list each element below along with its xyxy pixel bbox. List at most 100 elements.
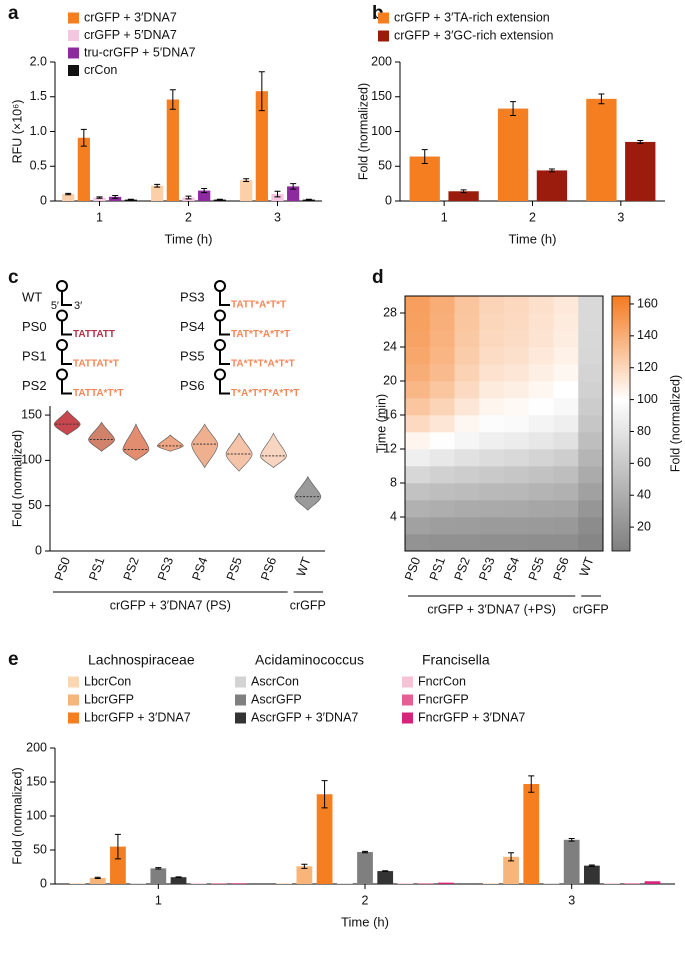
error-bar: [155, 867, 162, 870]
x-tick-label: PS0: [52, 555, 73, 582]
legend-label: LbcrCon: [84, 674, 131, 688]
heatmap-cell: [429, 466, 455, 484]
error-bar: [290, 183, 297, 190]
bar: [644, 881, 661, 884]
heatmap-cell: [454, 483, 480, 501]
bar: [583, 865, 600, 884]
heatmap-cell: [454, 517, 480, 535]
y-tick-label: 100: [21, 453, 42, 467]
x-tick-label: PS4: [501, 555, 522, 582]
heatmap-cell: [578, 347, 604, 365]
construct-sequence: TATTATT: [73, 329, 115, 340]
colorbar-tick-label: 20: [637, 519, 651, 533]
violin: [225, 432, 253, 472]
heatmap-cell: [405, 330, 431, 348]
legend-swatch: [378, 30, 389, 42]
heatmap-cell: [504, 483, 530, 501]
legend-swatch: [235, 712, 246, 724]
heatmap-cell: [528, 449, 554, 467]
bar: [151, 185, 164, 201]
heatmap-cell: [578, 398, 604, 416]
heatmap-cell: [429, 432, 455, 450]
heatmap-cell: [578, 330, 604, 348]
heatmap-cell: [528, 330, 554, 348]
legend-swatch: [378, 12, 389, 24]
bar: [231, 883, 248, 884]
heatmap-cell: [429, 517, 455, 535]
legend-swatch: [235, 694, 246, 706]
y-tick-label: 20: [383, 373, 397, 387]
heatmap-cell: [405, 313, 431, 331]
colorbar-tick-label: 100: [637, 392, 658, 406]
error-bar: [548, 168, 555, 173]
heatmap-cell: [504, 500, 530, 518]
error-bar: [274, 190, 281, 198]
bar: [625, 141, 656, 201]
heatmap-cell: [578, 449, 604, 467]
x-tick-label: PS6: [551, 555, 572, 582]
bar: [586, 98, 617, 201]
legend-label: crGFP + 3′GC-rich extension: [394, 28, 554, 42]
y-axis-label: Time (min): [374, 394, 388, 453]
construct-sequence: TAT*T*A*T*T: [231, 329, 290, 340]
y-tick-label: 200: [26, 740, 47, 754]
violin: [88, 421, 115, 452]
bar: [497, 108, 529, 201]
heatmap-cell: [429, 449, 455, 467]
panel-letter: d: [372, 267, 384, 288]
y-tick-label: 0: [40, 193, 47, 207]
heatmap-cell: [504, 449, 530, 467]
y-tick-label: 50: [378, 159, 392, 173]
heatmap-cell: [553, 466, 579, 484]
legend-label: AscrCon: [251, 674, 299, 688]
heatmap-cell: [405, 415, 431, 433]
bar: [316, 794, 333, 884]
error-bar: [65, 192, 72, 196]
group-label: crGFP + 3′DNA7 (PS): [110, 598, 231, 612]
error-bar: [80, 128, 87, 147]
heatmap-cell: [454, 500, 480, 518]
construct-sequence: TA*T*T*A*T*T: [231, 359, 295, 370]
construct-sequence: T*A*T*T*A*T*T: [231, 388, 299, 399]
legend-label: AscrGFP + 3′DNA7: [251, 710, 358, 724]
y-tick-label: 0: [40, 876, 47, 890]
error-bar: [114, 833, 121, 860]
heatmap-cell: [528, 347, 554, 365]
error-bar: [305, 198, 312, 201]
legend-label: crGFP + 5′DNA7: [84, 28, 177, 42]
violin: [156, 434, 184, 452]
panel-letter: b: [372, 3, 384, 24]
legend-label: crGFP + 3′DNA7: [84, 10, 177, 24]
stem-loop: [219, 379, 230, 395]
heatmap-cell: [479, 330, 505, 348]
heatmap-cell: [504, 466, 530, 484]
x-tick-label: PS2: [452, 555, 473, 582]
x-axis-label: Time (h): [341, 914, 389, 929]
y-axis-label: Fold (normalized): [356, 83, 370, 180]
y-tick-label: 12: [383, 441, 397, 455]
heatmap-cell: [528, 381, 554, 399]
legend-swatch: [68, 47, 79, 59]
error-bar: [154, 183, 161, 188]
heatmap-cell: [528, 313, 554, 331]
construct-label: PS6: [180, 378, 205, 393]
legend-title: Acidaminococcus: [255, 652, 364, 668]
heatmap-cell: [504, 364, 530, 382]
heatmap-cell: [454, 381, 480, 399]
y-tick-label: 50: [33, 842, 47, 856]
y-axis-label: Fold (normalized): [10, 767, 24, 864]
bar: [89, 877, 106, 884]
heatmap-cell: [528, 415, 554, 433]
heatmap-cell: [578, 296, 604, 314]
x-tick-label: PS4: [189, 555, 210, 582]
end-label: 3′: [74, 300, 82, 312]
heatmap-cell: [429, 330, 455, 348]
y-tick-label: 100: [371, 124, 392, 138]
end-label: 5′: [51, 300, 59, 312]
y-tick-label: 8: [390, 475, 397, 489]
x-tick-label: PS6: [258, 555, 279, 582]
legend-swatch: [68, 65, 79, 76]
x-tick-label: 2: [185, 210, 192, 224]
stem-loop: [56, 280, 68, 292]
error-bar: [568, 837, 575, 842]
